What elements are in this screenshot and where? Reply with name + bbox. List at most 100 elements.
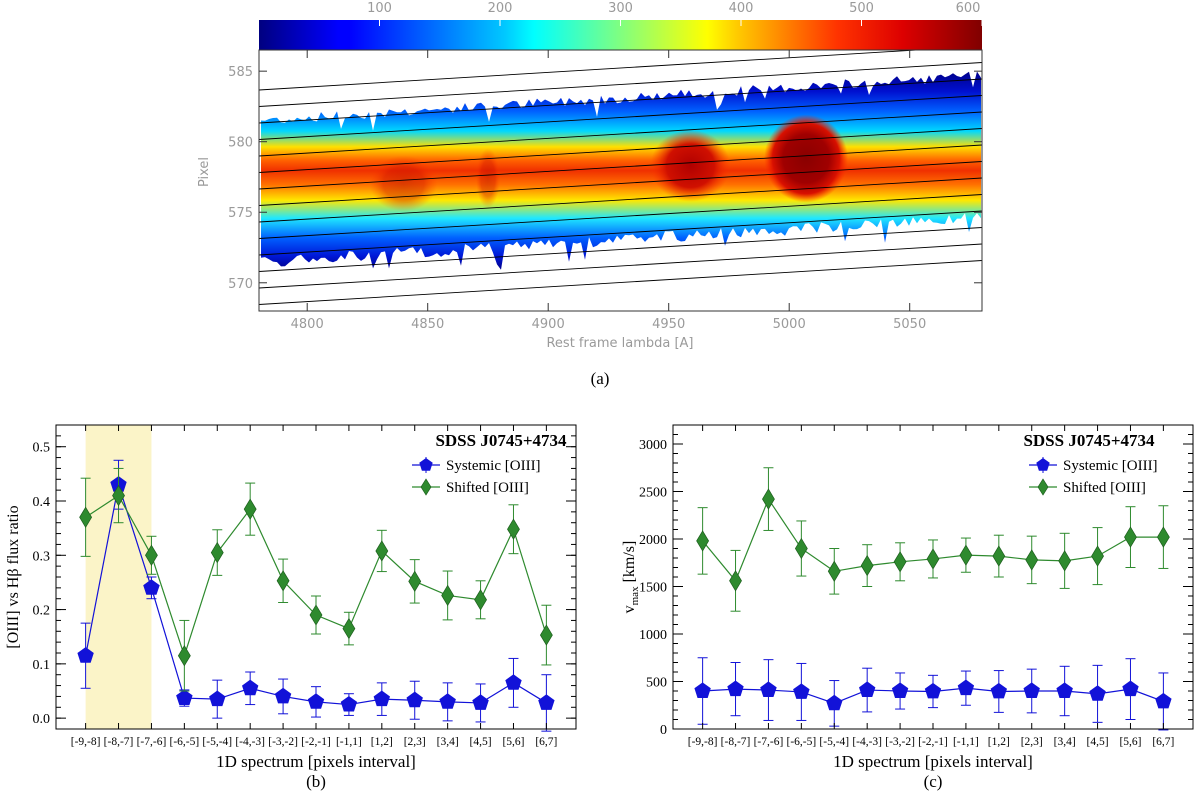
data-point-systemic (209, 690, 226, 707)
data-point-shifted (276, 570, 290, 592)
x-tick-label: [-6,-5] (170, 736, 200, 748)
data-point-shifted (79, 506, 93, 528)
y-tick-label: 0 (660, 723, 667, 738)
colorbar-tick-label: 100 (367, 1, 392, 16)
data-point-shifted (342, 617, 356, 640)
data-point-systemic (505, 674, 522, 690)
x-tick-label: [6,7] (535, 736, 557, 748)
slit-line (259, 144, 982, 190)
y-tick-label-a: 575 (228, 206, 253, 221)
y-tick-label-a: 570 (228, 277, 253, 292)
data-point-shifted (1091, 545, 1104, 567)
data-point-shifted (210, 541, 224, 564)
data-point-systemic (727, 680, 744, 697)
data-point-systemic (694, 682, 711, 698)
caption-b: (b) (306, 772, 326, 791)
legend-label: Shifted [OIII] (1063, 480, 1146, 496)
x-tick-label: [-8,-7] (721, 736, 751, 748)
y-tick-label: 1000 (639, 628, 667, 643)
data-point-shifted (243, 498, 257, 520)
slit-line (259, 177, 982, 223)
data-point-systemic (1023, 682, 1040, 698)
slit-line (259, 161, 982, 206)
slit-line (259, 243, 982, 289)
x-axis-label-a: Rest frame lambda [A] (546, 336, 693, 351)
panel-b: [-9,-8] [-8,-7] [-7,-6] [-6,-5] [-5,-4] [-4,-… (5, 424, 577, 791)
x-tick-label: [-2,-1] (301, 736, 331, 748)
slit-line (259, 194, 982, 239)
x-tick-label: [2,3] (1021, 736, 1043, 748)
emission-blob (650, 129, 731, 202)
colorbar-tick-label: 400 (729, 1, 754, 16)
x-tick-label: [-9,-8] (71, 736, 101, 748)
colorbar-tick-label: 600 (956, 1, 981, 16)
plot-b (77, 459, 555, 732)
data-point-systemic (373, 690, 390, 707)
x-tick-label: [-5,-4] (202, 736, 232, 748)
data-point-shifted (145, 544, 158, 566)
data-point-systemic (472, 694, 489, 710)
data-point-shifted (959, 544, 973, 566)
data-point-shifted (474, 589, 487, 611)
x-tick-label: [5,6] (1119, 736, 1141, 748)
data-point-systemic (1122, 680, 1139, 697)
data-point-systemic (274, 687, 292, 704)
x-tick-label: [-7,-6] (754, 736, 784, 748)
data-point-shifted (860, 554, 874, 577)
x-tick-label: [-4,-3] (852, 736, 882, 748)
x-tick-label: [-1,1] (336, 736, 362, 748)
data-point-shifted (375, 540, 389, 562)
legend-marker-shifted (420, 478, 432, 496)
x-tick-label-a: 4800 (291, 317, 324, 332)
slit-line (259, 95, 982, 140)
data-point-shifted (408, 570, 422, 593)
y-tick-label: 0.3 (33, 549, 51, 564)
x-tick-label: [1,2] (988, 736, 1010, 748)
data-point-systemic (143, 579, 160, 595)
x-tick-label: [-3,-2] (885, 736, 915, 748)
legend-marker-systemic (1036, 458, 1050, 471)
data-point-systemic (859, 681, 876, 697)
slit-line (259, 62, 982, 107)
data-point-systemic (307, 693, 325, 709)
x-tick-label: [-3,-2] (268, 736, 298, 748)
y-tick-label: 0.2 (33, 604, 51, 619)
slit-line (259, 210, 982, 256)
y-tick-label: 1500 (639, 581, 667, 596)
x-tick-label: [-6,-5] (787, 736, 817, 748)
x-tick-label: [-2,-1] (918, 736, 948, 748)
x-tick-label: [3,4] (1054, 736, 1076, 748)
slit-line (259, 128, 982, 173)
data-point-systemic (1056, 682, 1073, 698)
data-point-shifted (112, 484, 125, 507)
y-tick-label-a: 580 (228, 136, 253, 151)
x-axis-label-c: 1D spectrum [pixels interval] (833, 752, 1033, 771)
legend-label: Systemic [OIII] (1063, 458, 1158, 474)
x-tick-label: [4,5] (1087, 736, 1109, 748)
data-point-shifted (309, 604, 323, 626)
data-point-systemic (760, 681, 777, 697)
chart-title-b: SDSS J0745+4734 (435, 431, 567, 450)
data-point-shifted (441, 584, 455, 607)
data-point-systemic (242, 679, 259, 696)
colorbar-ticks: 100 200 300 400 500 600 (367, 1, 983, 26)
y-tick-label: 0.5 (33, 441, 51, 456)
data-point-shifted (177, 645, 191, 667)
y-axis-label-b: [OIII] vs Hβ flux ratio (5, 505, 22, 648)
slit-line (259, 227, 982, 272)
y-axis-label-a: Pixel (197, 157, 212, 187)
data-point-systemic (439, 693, 456, 709)
data-point-systemic (538, 694, 555, 710)
data-point-systemic (826, 694, 843, 711)
legend-c: Systemic [OIII] Shifted [OIII] (1029, 457, 1158, 496)
data-point-shifted (794, 537, 808, 560)
slit-line (259, 50, 924, 91)
data-point-systemic (793, 683, 810, 699)
colorbar-tick-label: 500 (849, 1, 874, 16)
y-axis-label-c: vmax [km/s] (621, 541, 641, 614)
x-tick-label-a: 4950 (652, 317, 685, 332)
y-tick-label: 0.4 (33, 495, 51, 510)
data-point-systemic (1089, 685, 1106, 701)
y-tick-label-a: 585 (228, 65, 253, 80)
x-tick-label: [-8,-7] (104, 736, 134, 748)
